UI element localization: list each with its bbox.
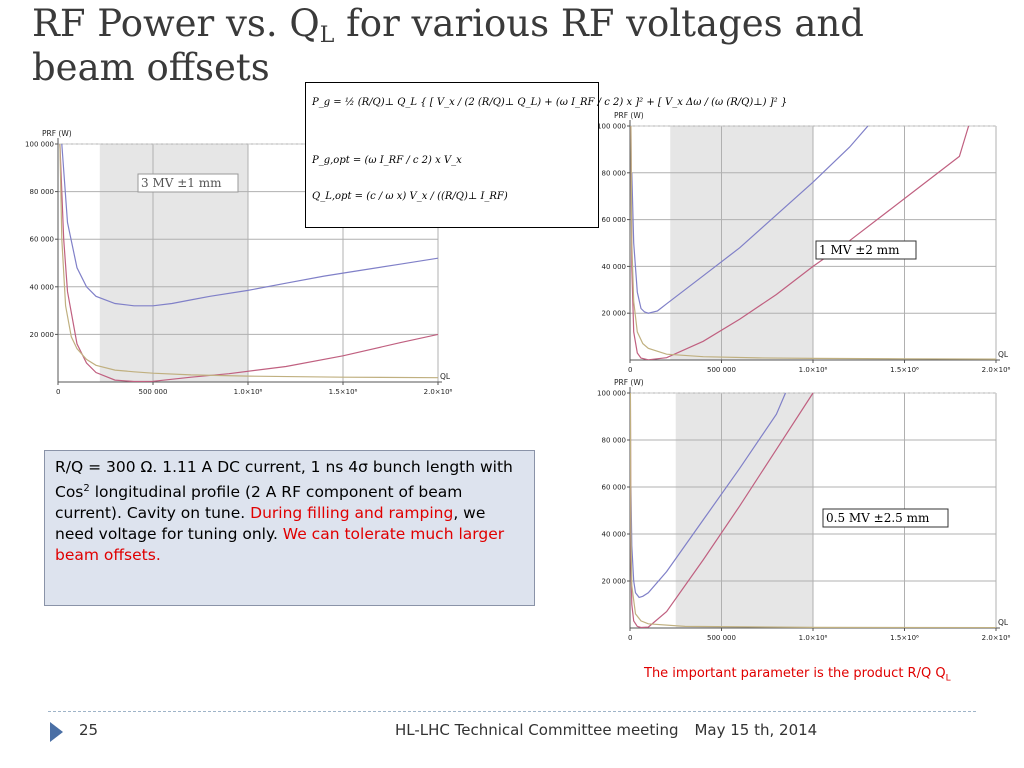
- y-axis-label: PRF (W): [614, 378, 644, 387]
- y-tick-label: 40 000: [602, 531, 627, 539]
- equation-pg-opt: P_g,opt = (ω I_RF / c 2) x V_x: [312, 155, 462, 166]
- annotation-text: 3 MV ±1 mm: [141, 176, 222, 190]
- x-tick-label: 500 000: [707, 634, 736, 642]
- x-tick-label: 1.0×10⁶: [799, 634, 828, 642]
- y-tick-label: 20 000: [602, 578, 627, 586]
- x-tick-label: 1.5×10⁶: [890, 634, 919, 642]
- x-tick-label: 0: [56, 388, 60, 396]
- annotation-box: [822, 508, 949, 528]
- annotation-text: 1 MV ±2 mm: [819, 243, 900, 257]
- y-tick-label: 20 000: [30, 331, 55, 339]
- y-tick-label: 80 000: [30, 188, 55, 196]
- footer-divider: [48, 711, 976, 712]
- x-tick-label: 1.5×10⁶: [890, 366, 919, 374]
- series-line-blue: [631, 125, 869, 314]
- y-tick-label: 20 000: [602, 310, 627, 318]
- series-line-tan: [59, 143, 438, 379]
- slide-arrow-icon: [50, 722, 63, 742]
- series-line-red: [630, 392, 814, 628]
- y-tick-label: 80 000: [602, 437, 627, 445]
- x-tick-label: 1.0×10⁶: [234, 388, 263, 396]
- y-axis-label: PRF (W): [614, 111, 644, 120]
- x-axis-label: QL: [440, 372, 451, 381]
- y-tick-label: 60 000: [602, 216, 627, 224]
- chart-1mv: 0 500 000 1.0×10⁶ 1.5×10⁶ 2.0×10⁶ 20 000 40 00…: [597, 111, 1011, 374]
- y-tick-label: 40 000: [602, 263, 627, 271]
- info-box: R/Q = 300 Ω. 1.11 A DC current, 1 ns 4σ …: [44, 450, 535, 606]
- annotation-box: [137, 173, 239, 193]
- y-tick-label: 100 000: [25, 141, 54, 149]
- annotation-box: [815, 240, 917, 260]
- slide-title: RF Power vs. QL for various RF voltages …: [32, 2, 864, 89]
- series-line-red: [630, 125, 970, 360]
- x-tick-label: 2.0×10⁶: [424, 388, 453, 396]
- equation-pg: P_g = ½ (R/Q)⊥ Q_L { [ V_x / (2 (R/Q)⊥ Q…: [312, 97, 788, 108]
- important-note: The important parameter is the product R…: [644, 666, 951, 684]
- x-axis-label: QL: [998, 618, 1009, 627]
- y-tick-label: 100 000: [597, 123, 626, 131]
- x-tick-label: 0: [628, 634, 632, 642]
- shaded-region: [675, 393, 813, 628]
- series-line-tan: [630, 392, 996, 628]
- series-line-blue: [61, 143, 438, 307]
- x-tick-label: 0: [628, 366, 632, 374]
- x-tick-label: 1.0×10⁶: [799, 366, 828, 374]
- series-line-tan: [630, 125, 996, 360]
- x-tick-label: 500 000: [139, 388, 168, 396]
- x-axis-label: QL: [998, 350, 1009, 359]
- page-number: 25: [79, 721, 99, 739]
- series-line-blue: [630, 392, 787, 599]
- equation-ql-opt: Q_L,opt = (c / ω x) V_x / ((R/Q)⊥ I_RF): [312, 191, 508, 202]
- footer: HL-LHC Technical Committee meeting May 15…: [395, 721, 833, 739]
- annotation-text: 0.5 MV ±2.5 mm: [826, 511, 930, 525]
- y-tick-label: 60 000: [30, 236, 55, 244]
- y-tick-label: 100 000: [597, 390, 626, 398]
- footer-meeting: HL-LHC Technical Committee meeting: [395, 721, 679, 739]
- shaded-region: [670, 126, 813, 360]
- y-tick-label: 40 000: [30, 283, 55, 291]
- x-tick-label: 2.0×10⁶: [982, 366, 1011, 374]
- x-tick-label: 500 000: [707, 366, 736, 374]
- equation-box: P_g = ½ (R/Q)⊥ Q_L { [ V_x / (2 (R/Q)⊥ Q…: [305, 82, 787, 228]
- series-line-red: [59, 143, 438, 382]
- chart-0p5mv: 0 500 000 1.0×10⁶ 1.5×10⁶ 2.0×10⁶ 20 000 40 00…: [597, 378, 1011, 642]
- x-tick-label: 2.0×10⁶: [982, 634, 1011, 642]
- x-tick-label: 1.5×10⁶: [329, 388, 358, 396]
- y-tick-label: 80 000: [602, 169, 627, 177]
- footer-date: May 15 th, 2014: [694, 721, 818, 739]
- y-tick-label: 60 000: [602, 484, 627, 492]
- y-axis-label: PRF (W): [42, 129, 72, 138]
